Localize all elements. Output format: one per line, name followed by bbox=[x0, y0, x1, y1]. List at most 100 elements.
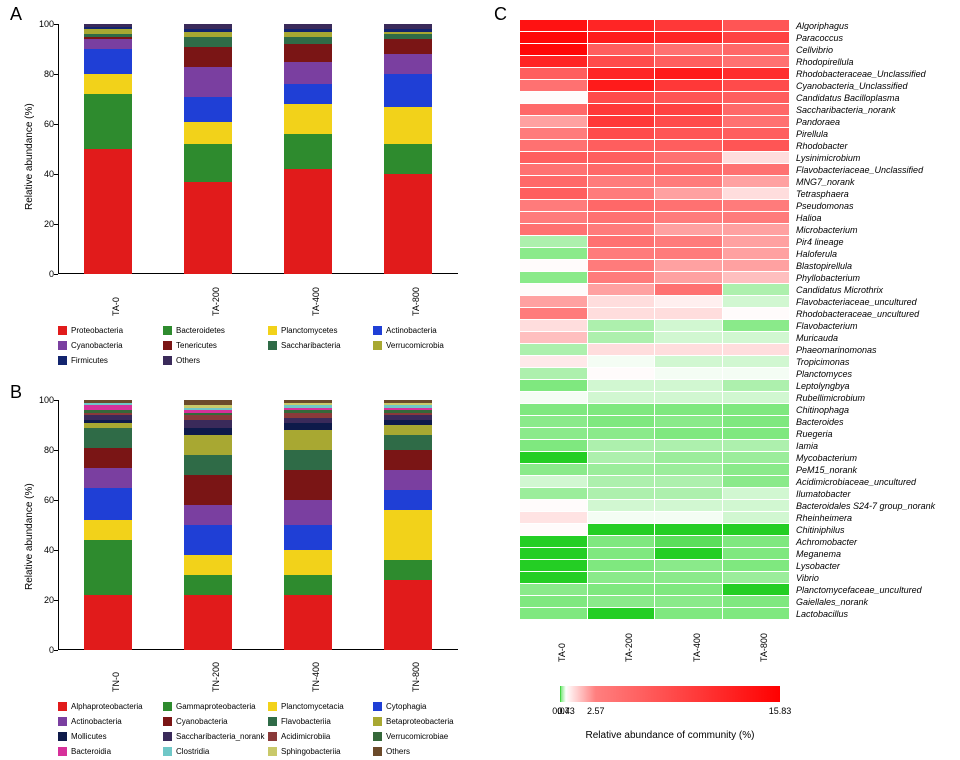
heatmap-cell bbox=[520, 404, 587, 415]
heatmap-cell bbox=[655, 392, 722, 403]
bar-segment bbox=[284, 62, 332, 85]
heatmap-cell bbox=[520, 44, 587, 55]
bar-segment bbox=[284, 525, 332, 550]
heatmap-row-label: Ruegeria bbox=[796, 429, 833, 439]
bar-segment bbox=[84, 468, 132, 488]
heatmap-row-label: Cyanobacteria_Unclassified bbox=[796, 81, 908, 91]
y-tick-label: 40 bbox=[32, 545, 54, 555]
heatmap-cell bbox=[655, 140, 722, 151]
heatmap-cell bbox=[520, 176, 587, 187]
heatmap-cell bbox=[520, 128, 587, 139]
heatmap-cell bbox=[588, 80, 655, 91]
bar-segment bbox=[184, 122, 232, 145]
heatmap-row-label: Meganema bbox=[796, 549, 841, 559]
bar-segment bbox=[84, 415, 132, 420]
heatmap-cell bbox=[588, 248, 655, 259]
legend-item: Cytophagia bbox=[373, 700, 470, 713]
legend-swatch bbox=[58, 732, 67, 741]
heatmap-cell bbox=[588, 524, 655, 535]
heatmap-row-label: Flavobacteriaceae_Unclassified bbox=[796, 165, 923, 175]
heatmap-row-label: Chitinophaga bbox=[796, 405, 849, 415]
legend-swatch bbox=[163, 747, 172, 756]
heatmap-row-label: Rhodobacteraceae_uncultured bbox=[796, 309, 919, 319]
bar-segment bbox=[184, 575, 232, 595]
heatmap-row-label: Bacteroidales S24-7 group_norank bbox=[796, 501, 935, 511]
heatmap-row-label: Achromobacter bbox=[796, 537, 857, 547]
bar-segment bbox=[384, 413, 432, 416]
bar-segment bbox=[84, 34, 132, 37]
heatmap-cell bbox=[655, 584, 722, 595]
heatmap-cell bbox=[723, 500, 790, 511]
heatmap-cell bbox=[723, 356, 790, 367]
heatmap-cell bbox=[588, 596, 655, 607]
bar-segment bbox=[84, 520, 132, 540]
heatmap-cell bbox=[520, 608, 587, 619]
heatmap-row-label: Mycobacterium bbox=[796, 453, 857, 463]
heatmap-cell bbox=[723, 536, 790, 547]
bar-segment bbox=[84, 428, 132, 448]
legend-label: Gammaproteobacteria bbox=[176, 700, 256, 713]
heatmap-cell bbox=[588, 272, 655, 283]
heatmap-cell bbox=[588, 380, 655, 391]
heatmap-cell bbox=[520, 548, 587, 559]
heatmap-row-label: Phaeomarinomonas bbox=[796, 345, 877, 355]
legend-item: Betaproteobacteria bbox=[373, 715, 470, 728]
heatmap-cell bbox=[723, 188, 790, 199]
heatmap-cell bbox=[520, 596, 587, 607]
bar-segment bbox=[384, 74, 432, 107]
bar bbox=[84, 400, 132, 650]
legend-swatch bbox=[373, 732, 382, 741]
legend-label: Bacteroidia bbox=[71, 745, 111, 758]
bar-segment bbox=[284, 37, 332, 45]
heatmap-cell bbox=[723, 104, 790, 115]
heatmap-cell bbox=[520, 332, 587, 343]
heatmap-cell bbox=[520, 20, 587, 31]
bar-segment bbox=[284, 400, 332, 403]
bar-segment bbox=[384, 400, 432, 403]
legend-label: Saccharibacteria_norank bbox=[176, 730, 265, 743]
heatmap-row-label: Pandoraea bbox=[796, 117, 840, 127]
bar-segment bbox=[284, 408, 332, 411]
legend-label: Actinobacteria bbox=[386, 324, 437, 337]
legend-label: Flavobacteriia bbox=[281, 715, 331, 728]
y-tick-label: 60 bbox=[32, 495, 54, 505]
heatmap-cell bbox=[520, 464, 587, 475]
bar-segment bbox=[184, 405, 232, 408]
bar-segment bbox=[384, 408, 432, 411]
heatmap-cell bbox=[588, 260, 655, 271]
heatmap-cell bbox=[723, 56, 790, 67]
heatmap-cell bbox=[520, 500, 587, 511]
heatmap-cell bbox=[655, 296, 722, 307]
legend-swatch bbox=[268, 702, 277, 711]
heatmap-cell bbox=[655, 320, 722, 331]
legend-item: Verrucomicrobia bbox=[373, 339, 470, 352]
heatmap-cell bbox=[723, 464, 790, 475]
legend-item: Verrucomicrobiae bbox=[373, 730, 470, 743]
bar-segment bbox=[184, 435, 232, 455]
y-tick-label: 0 bbox=[32, 269, 54, 279]
heatmap-row-label: Flavobacteriaceae_uncultured bbox=[796, 297, 917, 307]
heatmap-cell bbox=[723, 32, 790, 43]
heatmap-cell bbox=[588, 332, 655, 343]
bar-segment bbox=[284, 29, 332, 32]
legend-label: Others bbox=[386, 745, 410, 758]
bar-segment bbox=[284, 410, 332, 413]
heatmap-cell bbox=[588, 212, 655, 223]
bar-segment bbox=[184, 595, 232, 650]
bar-segment bbox=[284, 44, 332, 62]
legend-label: Cyanobacteria bbox=[176, 715, 228, 728]
heatmap-cell bbox=[723, 284, 790, 295]
heatmap-row-label: Rheinheimera bbox=[796, 513, 852, 523]
heatmap-cell bbox=[588, 368, 655, 379]
heatmap-row-label: Tropicimonas bbox=[796, 357, 849, 367]
heatmap-cell bbox=[520, 56, 587, 67]
y-tick-label: 80 bbox=[32, 445, 54, 455]
legend-swatch bbox=[268, 732, 277, 741]
legend-swatch bbox=[163, 326, 172, 335]
legend-item: Flavobacteriia bbox=[268, 715, 365, 728]
heatmap-cell bbox=[655, 608, 722, 619]
bar-segment bbox=[184, 413, 232, 416]
bar-segment bbox=[84, 94, 132, 149]
heatmap-cell bbox=[520, 164, 587, 175]
legend-swatch bbox=[373, 702, 382, 711]
